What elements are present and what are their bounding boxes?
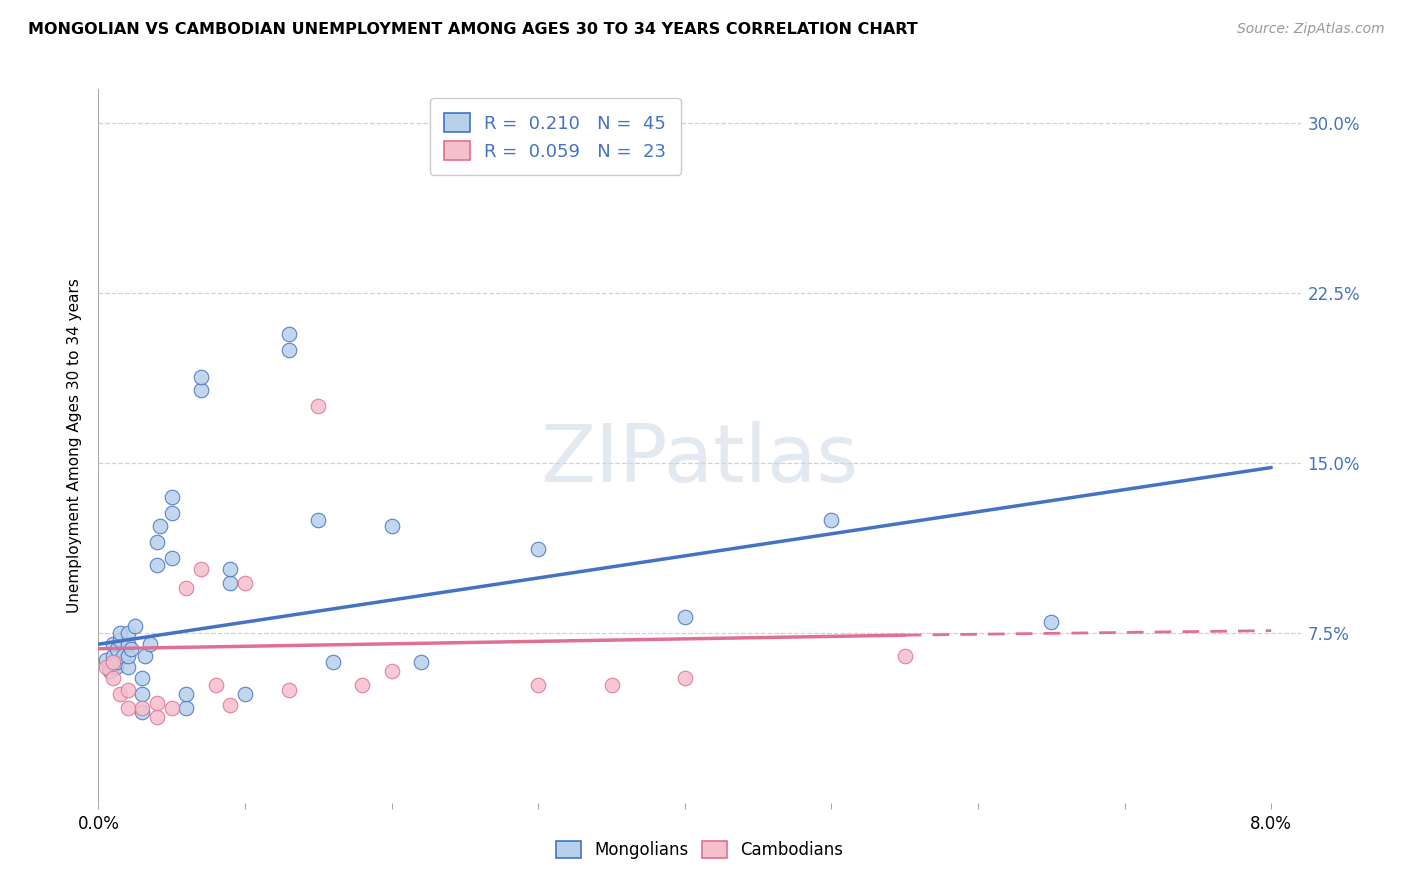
Point [352,678,374,692]
Legend: Mongolians, Cambodians: Mongolians, Cambodians [550,834,849,866]
Point [110,626,132,640]
Point [149,519,172,533]
Point [131,671,153,685]
Point [124,619,146,633]
Point [600,678,623,692]
Point [94,660,117,674]
Point [97,660,120,674]
Point [117,660,139,674]
Point [176,700,198,714]
Point [105,660,128,674]
Point [673,610,696,624]
Point [307,400,329,414]
Point [101,656,124,670]
Point [278,326,301,341]
Point [409,656,432,670]
Text: ZIPatlas: ZIPatlas [540,421,859,500]
Point [112,648,135,663]
Point [820,513,842,527]
Point [107,656,129,670]
Point [131,687,153,701]
Point [94,653,117,667]
Point [101,648,124,663]
Point [219,698,242,713]
Point [204,678,226,692]
Point [322,656,344,670]
Point [527,542,550,557]
Point [98,665,121,679]
Point [893,648,915,663]
Point [307,513,329,527]
Point [381,665,404,679]
Point [527,678,550,692]
Point [131,700,153,714]
Point [134,648,156,663]
Point [160,506,183,520]
Point [110,632,132,647]
Point [219,562,242,576]
Point [117,648,139,663]
Point [107,641,129,656]
Text: Source: ZipAtlas.com: Source: ZipAtlas.com [1237,22,1385,37]
Point [117,626,139,640]
Point [278,343,301,357]
Point [101,637,124,651]
Point [146,535,169,549]
Point [1040,615,1063,629]
Point [176,581,198,595]
Point [120,641,142,656]
Point [117,682,139,697]
Point [117,637,139,651]
Point [219,576,242,591]
Point [146,696,169,710]
Point [233,576,256,591]
Point [146,558,169,572]
Text: MONGOLIAN VS CAMBODIAN UNEMPLOYMENT AMONG AGES 30 TO 34 YEARS CORRELATION CHART: MONGOLIAN VS CAMBODIAN UNEMPLOYMENT AMON… [28,22,918,37]
Point [673,671,696,685]
Point [131,705,153,719]
Y-axis label: Unemployment Among Ages 30 to 34 years: Unemployment Among Ages 30 to 34 years [67,278,83,614]
Point [233,687,256,701]
Point [190,370,212,384]
Point [117,700,139,714]
Point [160,700,183,714]
Point [176,687,198,701]
Point [381,519,404,533]
Point [190,562,212,576]
Point [160,490,183,504]
Point [138,637,160,651]
Point [160,551,183,566]
Point [278,682,301,697]
Point [101,671,124,685]
Point [146,709,169,723]
Point [190,384,212,398]
Point [110,687,132,701]
